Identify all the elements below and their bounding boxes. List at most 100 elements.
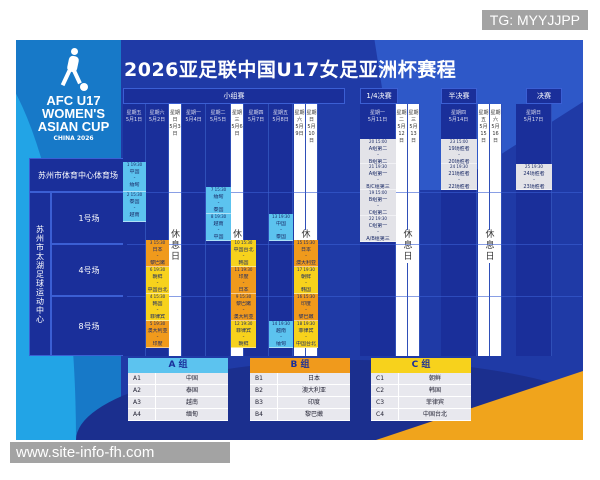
day-column [441, 158, 477, 356]
home-team: 中国 [275, 220, 286, 227]
group-row: C3 菲律宾 [371, 397, 471, 409]
match-number-time: 5 19:30 [149, 321, 166, 326]
seed: B2 [250, 385, 278, 396]
date: 5月15日 [479, 124, 488, 144]
match-cell[interactable]: 1 19:30 中国 - 缅甸 [123, 162, 146, 192]
date: 5月11日 [367, 117, 388, 123]
match-cell[interactable]: 18 19:30 菲律宾 - 中国台北 [294, 321, 318, 348]
match-number-time: 8 19:30 [210, 214, 227, 219]
match-number-time: 15 15:30 [297, 240, 315, 245]
match-number-time: 24 19:30 [450, 164, 468, 169]
match-cell[interactable]: 2 15:30 泰国 - 越南 [123, 192, 146, 222]
home-team: 24场胜者 [523, 170, 545, 177]
match-cell[interactable]: 5 19:30 澳大利亚 - 印度 [146, 321, 169, 348]
logo-line1: AFC U17 [46, 93, 101, 108]
team: 缅甸 [185, 411, 198, 418]
match-cell[interactable]: 24 19:30 21场胜者 -22场胜者 [441, 164, 477, 190]
vs-sep: - [458, 177, 460, 183]
day-header: 星期四 5月7日 [244, 104, 269, 158]
home-team: 19场胜者 [448, 145, 470, 152]
match-cell[interactable]: 9 15:30 黎巴嫩 - 澳大利亚 [231, 294, 256, 321]
venue-stadium: 苏州市体育中心体育场 [29, 158, 127, 192]
date: 5月3日 [169, 124, 181, 137]
match-cell[interactable]: 17 19:30 朝鲜 - 韩国 [294, 267, 318, 294]
date: 5月8日 [272, 117, 289, 123]
away-team: 缅甸 [275, 340, 286, 347]
vs-sep: - [242, 307, 245, 313]
watermark-top: TG: MYYJJPP [481, 10, 588, 30]
weekday: 星期六 [149, 110, 165, 116]
match-cell[interactable]: 23 15:00 19场胜者 -20场胜者 [441, 139, 477, 165]
weekday: 星期日 [306, 110, 317, 123]
match-cell[interactable]: 16 15:30 印度 - 黎巴嫩 [294, 294, 318, 321]
match-cell[interactable]: 19 15:00 B组第一 - C组第二 [360, 190, 396, 216]
home-team: 缅甸 [213, 193, 224, 200]
away-team: B/C组第三 [366, 183, 390, 190]
away-team: 缅甸 [129, 181, 140, 188]
team: 澳大利亚 [301, 387, 326, 394]
match-cell[interactable]: 12 19:30 菲律宾 - 朝鲜 [231, 321, 256, 348]
vs-sep: - [533, 177, 535, 183]
pitch-1-label: 1号场 [78, 213, 100, 223]
group-b-title: B 组 [250, 358, 350, 373]
vs-sep: - [305, 253, 307, 259]
venue-stadium-label: 苏州市体育中心体育场 [38, 170, 118, 180]
match-number-time: 14 19:30 [272, 321, 290, 326]
date: 5月10日 [307, 124, 316, 144]
day-column [516, 158, 552, 356]
team: 泰国 [185, 387, 198, 394]
group-a-table: A 组 A1 中国 A2 泰国 A3 越南 A4 缅甸 [128, 358, 228, 421]
match-cell[interactable]: 20 15:00 A组第二 - B组第二 [360, 139, 396, 165]
match-cell[interactable]: 14 19:30 越南 - 缅甸 [269, 321, 293, 348]
match-cell[interactable]: 6 19:30 朝鲜 - 中国台北 [146, 267, 169, 294]
group-row: B4 黎巴嫩 [250, 409, 350, 421]
player-icon [54, 48, 94, 92]
venue-complex: 苏州市太湖足球运动中心 [29, 192, 51, 356]
weekday: 星期六 [490, 110, 501, 123]
home-team: 越南 [275, 327, 286, 334]
match-number-time: 1 19:30 [126, 162, 143, 167]
match-cell[interactable]: 13 19:30 中国 - 泰国 [269, 214, 293, 241]
vs-sep: - [242, 334, 245, 340]
match-cell[interactable]: 7 15:30 缅甸 - 泰国 [206, 187, 231, 214]
group-row: A3 越南 [128, 397, 228, 409]
match-cell[interactable]: 11 19:30 印度 - 日本 [231, 267, 256, 294]
match-cell[interactable]: 3 15:30 日本 - 黎巴嫩 [146, 240, 169, 267]
match-number-time: 3 15:30 [149, 240, 166, 245]
date: 5月5日 [209, 117, 227, 123]
home-team: 日本 [152, 246, 163, 253]
home-team: 中国 [129, 168, 140, 175]
pitch-8-label: 8号场 [78, 321, 100, 331]
day-column [408, 158, 420, 356]
day-header: 星期一 5月4日 [182, 104, 206, 158]
seed: C2 [371, 385, 399, 396]
match-cell[interactable]: 15 15:30 日本 - 澳大利亚 [294, 240, 318, 267]
match-cell[interactable]: 4 15:30 韩国 - 菲律宾 [146, 294, 169, 321]
seed: A2 [128, 385, 156, 396]
match-number-time: 11 19:30 [234, 267, 253, 272]
venue-pitch-1: 1号场 [51, 192, 127, 244]
match-cell[interactable]: 8 19:30 越南 - 中国 [206, 214, 231, 241]
vs-sep: - [377, 152, 379, 158]
match-cell[interactable]: 22 19:30 C组第一 - A/B组第三 [360, 216, 396, 242]
match-cell[interactable]: 21 19:30 A组第一 - B/C组第三 [360, 164, 396, 190]
day-header: 星期五 5月8日 [269, 104, 293, 158]
vs-sep: - [305, 307, 307, 313]
home-team: 朝鲜 [300, 273, 311, 280]
day-header: 星期五 5月15日 [478, 104, 490, 158]
match-number-time: 16 15:30 [297, 294, 315, 299]
match-cell[interactable]: 25 19:30 24场胜者 -23场胜者 [516, 164, 552, 190]
seed: C3 [371, 397, 399, 408]
date: 5月4日 [185, 117, 202, 123]
seed: C1 [371, 373, 399, 384]
group-c-table: C 组 C1 朝鲜 C2 韩国 C3 菲律宾 C4 中国台北 [371, 358, 471, 421]
row-divider [127, 244, 582, 245]
match-cell[interactable]: 10 15:30 中国台北 - 韩国 [231, 240, 256, 267]
away-team: B组第二 [368, 158, 388, 165]
date: 5月1日 [125, 117, 143, 123]
vs-sep: - [458, 152, 460, 158]
away-team: 日本 [238, 286, 249, 293]
seed: B4 [250, 409, 278, 420]
match-number-time: 21 19:30 [369, 164, 387, 169]
vs-sep: - [217, 200, 220, 206]
